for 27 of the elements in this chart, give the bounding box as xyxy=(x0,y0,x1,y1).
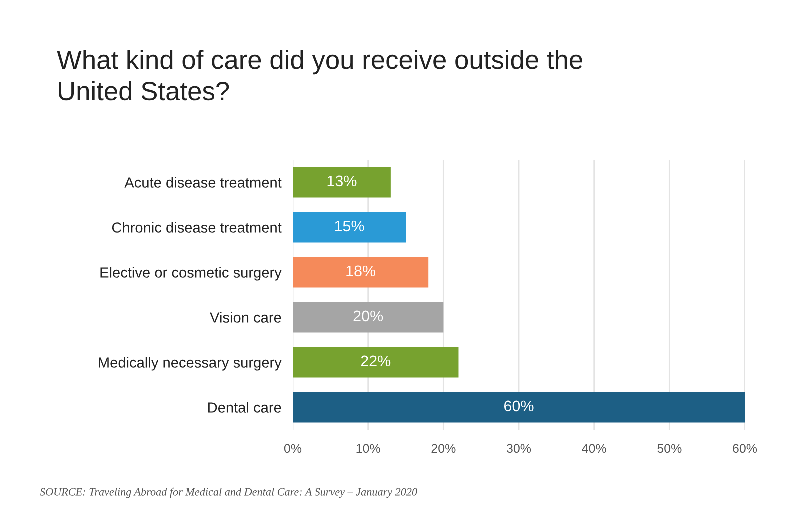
data-label: 15% xyxy=(335,220,364,232)
bar xyxy=(293,212,406,243)
y-tick-label: Acute disease treatment xyxy=(124,177,282,188)
x-tick-label: 50% xyxy=(658,444,682,454)
source-note: SOURCE: Traveling Abroad for Medical and Dental Care: A Survey – January 2020 xyxy=(40,488,418,498)
x-tick-label: 40% xyxy=(582,444,606,454)
chart-title: What kind of care did you receive outside the United States? xyxy=(57,50,582,101)
y-tick-label: Chronic disease treatment xyxy=(112,222,282,233)
bar xyxy=(293,167,391,198)
data-label: 60% xyxy=(504,400,534,412)
y-tick-label: Dental care xyxy=(208,402,282,413)
bar xyxy=(293,302,444,333)
x-tick-label: 20% xyxy=(432,444,456,454)
y-tick-label: Elective or cosmetic surgery xyxy=(100,267,282,281)
x-tick-label: 60% xyxy=(733,444,758,454)
y-tick-label: Vision care xyxy=(210,312,282,323)
x-tick-label: 30% xyxy=(506,444,532,454)
y-tick-label: Medically necessary surgery xyxy=(99,357,282,371)
data-label: 22% xyxy=(361,356,391,367)
bar xyxy=(293,257,429,288)
x-tick-label: 10% xyxy=(356,444,380,454)
data-label: 13% xyxy=(328,176,357,187)
x-tick-label: 0% xyxy=(284,444,302,454)
bar xyxy=(293,392,745,423)
bar xyxy=(293,347,459,378)
data-label: 18% xyxy=(346,266,376,277)
data-label: 20% xyxy=(354,310,384,322)
